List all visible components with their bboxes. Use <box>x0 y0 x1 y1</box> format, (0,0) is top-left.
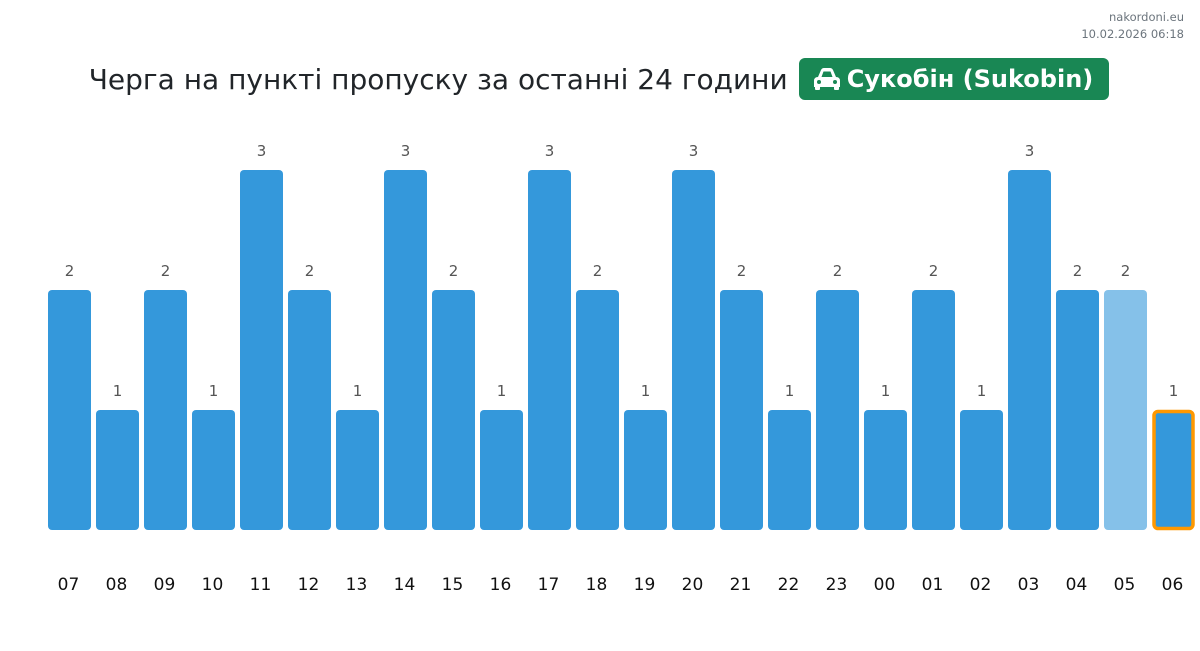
meta-info: nakordoni.eu 10.02.2026 06:18 <box>1081 9 1184 43</box>
x-tick-label-08: 08 <box>106 575 128 595</box>
x-tick-label-15: 15 <box>442 575 464 595</box>
x-tick-label-22: 22 <box>778 575 800 595</box>
bar-22 <box>768 410 811 530</box>
value-label-02: 1 <box>977 382 987 400</box>
x-tick-label-10: 10 <box>202 575 224 595</box>
bar-05 <box>1104 290 1147 530</box>
value-label-19: 1 <box>641 382 651 400</box>
value-label-07: 2 <box>65 262 75 280</box>
x-tick-label-00: 00 <box>874 575 896 595</box>
x-tick-label-21: 21 <box>730 575 752 595</box>
x-tick-label-14: 14 <box>394 575 416 595</box>
timestamp: 10.02.2026 06:18 <box>1081 27 1184 41</box>
value-label-13: 1 <box>353 382 363 400</box>
value-label-10: 1 <box>209 382 219 400</box>
bar-03 <box>1008 170 1051 530</box>
header: Черга на пункті пропуску за останні 24 г… <box>0 58 1200 100</box>
value-label-15: 2 <box>449 262 459 280</box>
value-label-14: 3 <box>401 142 411 160</box>
x-tick-label-07: 07 <box>58 575 80 595</box>
value-label-18: 2 <box>593 262 603 280</box>
value-label-04: 2 <box>1073 262 1083 280</box>
value-label-00: 1 <box>881 382 891 400</box>
page-title: Черга на пункті пропуску за останні 24 г… <box>88 62 788 96</box>
value-label-21: 2 <box>737 262 747 280</box>
value-label-08: 1 <box>113 382 123 400</box>
x-tick-label-03: 03 <box>1018 575 1040 595</box>
bar-14 <box>384 170 427 530</box>
x-tick-label-17: 17 <box>538 575 560 595</box>
x-tick-label-20: 20 <box>682 575 704 595</box>
x-tick-label-06: 06 <box>1162 575 1184 595</box>
bar-17 <box>528 170 571 530</box>
value-label-16: 1 <box>497 382 507 400</box>
value-label-23: 2 <box>833 262 843 280</box>
value-label-03: 3 <box>1025 142 1035 160</box>
x-tick-label-16: 16 <box>490 575 512 595</box>
bar-15 <box>432 290 475 530</box>
x-tick-label-11: 11 <box>250 575 272 595</box>
bar-00 <box>864 410 907 530</box>
value-label-17: 3 <box>545 142 555 160</box>
bar-06 <box>1152 409 1195 531</box>
bar-20 <box>672 170 715 530</box>
value-label-22: 1 <box>785 382 795 400</box>
x-tick-label-05: 05 <box>1114 575 1136 595</box>
x-tick-label-09: 09 <box>154 575 176 595</box>
x-tick-label-19: 19 <box>634 575 656 595</box>
bar-18 <box>576 290 619 530</box>
checkpoint-badge: Сукобін (Sukobin) <box>798 58 1110 100</box>
value-label-05: 2 <box>1121 262 1131 280</box>
bar-10 <box>192 410 235 530</box>
x-tick-label-04: 04 <box>1066 575 1088 595</box>
bar-11 <box>240 170 283 530</box>
value-label-20: 3 <box>689 142 699 160</box>
x-tick-label-18: 18 <box>586 575 608 595</box>
bar-01 <box>912 290 955 530</box>
x-tick-label-02: 02 <box>970 575 992 595</box>
x-tick-label-01: 01 <box>922 575 944 595</box>
value-label-09: 2 <box>161 262 171 280</box>
bar-09 <box>144 290 187 530</box>
bar-16 <box>480 410 523 530</box>
bar-07 <box>48 290 91 530</box>
bar-19 <box>624 410 667 530</box>
bar-23 <box>816 290 859 530</box>
value-label-12: 2 <box>305 262 315 280</box>
car-icon <box>813 68 840 90</box>
bar-13 <box>336 410 379 530</box>
bar-12 <box>288 290 331 530</box>
bar-21 <box>720 290 763 530</box>
x-tick-label-23: 23 <box>826 575 848 595</box>
x-tick-label-13: 13 <box>346 575 368 595</box>
bar-04 <box>1056 290 1099 530</box>
value-label-11: 3 <box>257 142 267 160</box>
value-label-01: 2 <box>929 262 939 280</box>
site-name: nakordoni.eu <box>1109 10 1184 24</box>
value-label-06: 1 <box>1169 382 1179 400</box>
checkpoint-name: Сукобін (Sukobin) <box>846 65 1094 93</box>
bar-02 <box>960 410 1003 530</box>
bar-08 <box>96 410 139 530</box>
x-tick-label-12: 12 <box>298 575 320 595</box>
